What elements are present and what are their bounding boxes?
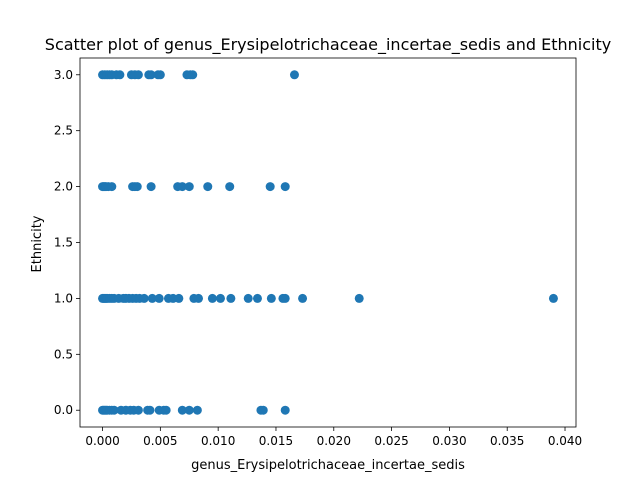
data-point	[215, 293, 225, 303]
x-tick-label: 0.020	[317, 434, 351, 448]
data-point	[146, 182, 156, 192]
x-tick-label: 0.030	[432, 434, 466, 448]
x-tick-label: 0.010	[201, 434, 235, 448]
y-tick-label: 2.0	[54, 180, 73, 194]
data-point	[139, 293, 149, 303]
data-point	[161, 405, 171, 415]
data-point	[177, 405, 187, 415]
data-point	[177, 182, 187, 192]
data-point	[203, 182, 213, 192]
data-point	[184, 182, 194, 192]
data-point	[107, 182, 117, 192]
x-tick-label: 0.015	[259, 434, 293, 448]
data-point	[146, 70, 156, 80]
data-point	[258, 405, 268, 415]
data-point	[184, 405, 194, 415]
data-point	[147, 293, 157, 303]
data-point	[243, 293, 253, 303]
data-point	[115, 70, 125, 80]
y-tick-label: 0.5	[54, 347, 73, 361]
data-point	[298, 293, 308, 303]
data-point	[133, 405, 143, 415]
plot-frame	[79, 57, 577, 428]
data-point	[192, 405, 202, 415]
plot-area: 0.000 0.005 0.010 0.015 0.020 0.025 0.030 0.035…	[54, 57, 582, 448]
data-point	[174, 293, 184, 303]
y-tick-label: 1.0	[54, 291, 73, 305]
x-tick-label: 0.005	[143, 434, 177, 448]
x-axis-label: genus_Erysipelotrichaceae_incertae_sedis	[191, 458, 465, 473]
y-axis-label: Ethnicity	[30, 215, 45, 272]
data-point	[265, 182, 275, 192]
x-tick-label: 0.025	[374, 434, 408, 448]
data-point	[133, 70, 143, 80]
x-tick-label: 0.035	[490, 434, 524, 448]
data-point	[266, 293, 276, 303]
data-point	[145, 405, 155, 415]
data-point	[132, 182, 142, 192]
y-tick-label: 2.5	[54, 124, 73, 138]
data-point	[280, 182, 290, 192]
data-point	[354, 293, 364, 303]
data-point	[155, 70, 165, 80]
data-point	[280, 293, 290, 303]
data-point	[225, 182, 235, 192]
data-point	[252, 293, 262, 303]
data-point	[280, 405, 290, 415]
y-tick-label: 3.0	[54, 68, 73, 82]
y-tick-label: 0.0	[54, 403, 73, 417]
data-point	[289, 70, 299, 80]
x-tick-label: 0.000	[85, 434, 119, 448]
chart-title: Scatter plot of genus_Erysipelotrichacea…	[45, 35, 611, 55]
data-point	[154, 293, 164, 303]
y-tick-label: 1.5	[54, 236, 73, 250]
x-tick-label: 0.040	[548, 434, 582, 448]
data-point	[548, 293, 558, 303]
data-point	[207, 293, 217, 303]
data-point	[226, 293, 236, 303]
data-point	[188, 70, 198, 80]
data-point	[194, 293, 204, 303]
data-point	[109, 405, 119, 415]
